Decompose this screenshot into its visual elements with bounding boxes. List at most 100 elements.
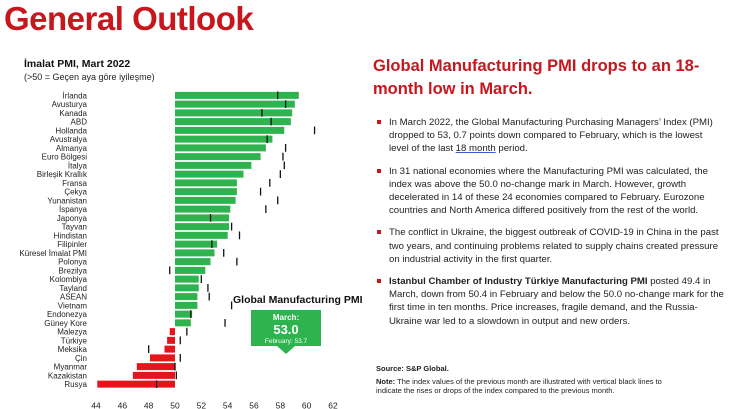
bar	[175, 214, 229, 222]
x-tick-label: 50	[170, 401, 180, 409]
category-label: Endonezya	[47, 310, 88, 319]
note-text: Note: The index values of the previous m…	[376, 377, 666, 395]
category-label: Malezya	[57, 328, 87, 337]
bar	[175, 301, 198, 309]
x-tick-label: 52	[197, 401, 207, 409]
bullet-text: The conflict in Ukraine, the biggest out…	[389, 227, 719, 265]
x-tick-label: 60	[302, 401, 312, 409]
x-tick-label: 54	[223, 401, 233, 409]
category-label: İtalya	[68, 161, 88, 170]
category-label: Çin	[75, 354, 87, 363]
category-label: Kazakistan	[48, 371, 87, 380]
global-pmi-callout: March: 53.0 February: 53.7	[251, 310, 321, 354]
category-label: ASEAN	[60, 293, 87, 302]
category-label: Yunanistan	[47, 196, 87, 205]
bar	[136, 363, 175, 371]
bar	[175, 109, 293, 117]
category-label: Rusya	[64, 380, 87, 389]
callout-month: March:	[273, 313, 299, 322]
bar	[149, 354, 175, 362]
category-label: Çekya	[64, 188, 87, 197]
category-label: Almanya	[56, 144, 88, 153]
note-body: The index values of the previous month a…	[376, 377, 662, 395]
bullet-bold: Istanbul Chamber of Industry Türkiye Man…	[389, 276, 648, 288]
category-label: Avusturya	[52, 100, 88, 109]
x-tick-label: 48	[144, 401, 154, 409]
x-tick-label: 44	[91, 401, 101, 409]
bullet-list: In March 2022, the Global Manufacturing …	[376, 116, 724, 337]
bar	[175, 188, 237, 196]
bar	[175, 118, 291, 126]
category-label: Myanmar	[54, 363, 88, 372]
bar	[175, 179, 237, 187]
category-label: Küresel İmalat PMI	[19, 249, 87, 258]
bar	[175, 161, 252, 169]
category-label: Brezilya	[59, 266, 88, 275]
pmi-bar-chart: İrlandaAvusturyaKanadaABDHollandaAvustra…	[19, 91, 338, 409]
bar	[175, 144, 266, 152]
category-label: Hindistan	[54, 231, 87, 240]
bullet-item: In March 2022, the Global Manufacturing …	[376, 116, 724, 156]
category-label: Türkiye	[61, 336, 88, 345]
bar	[175, 153, 261, 161]
bar	[175, 258, 211, 266]
category-label: İspanya	[59, 205, 88, 214]
category-label: Fransa	[62, 179, 87, 188]
category-label: Güney Kore	[44, 319, 87, 328]
category-label: Avustralya	[50, 135, 88, 144]
bar	[175, 240, 218, 248]
chart-subtitle: (>50 = Geçen aya göre iyileşme)	[24, 72, 155, 82]
chart-title: İmalat PMI, Mart 2022	[24, 58, 131, 70]
category-label: Tayvan	[62, 223, 87, 232]
bar	[175, 249, 215, 257]
bar	[175, 205, 231, 213]
callout-value: 53.0	[273, 322, 298, 337]
bar	[175, 319, 191, 327]
bullet-link: 18 month	[455, 143, 496, 155]
bullet-text: In 31 national economies where the Manuf…	[389, 165, 708, 217]
category-label: Birleşik Krallık	[37, 170, 88, 179]
bar	[175, 275, 199, 283]
x-tick-label: 62	[328, 401, 338, 409]
page-title: General Outlook	[4, 0, 254, 37]
bar	[175, 91, 299, 99]
bar	[175, 231, 228, 239]
category-label: İrlanda	[63, 91, 88, 100]
category-label: Japonya	[57, 214, 88, 223]
bar	[175, 100, 295, 108]
bullet-item: Istanbul Chamber of Industry Türkiye Man…	[376, 275, 724, 328]
bar	[175, 126, 285, 134]
bar	[175, 293, 198, 301]
bar	[132, 371, 175, 379]
bullet-item: In 31 national economies where the Manuf…	[376, 165, 724, 218]
source-text: Source: S&P Global.	[376, 364, 449, 373]
bar	[175, 170, 244, 178]
bar	[175, 310, 193, 318]
category-label: Filipinler	[57, 240, 87, 249]
bar	[164, 345, 175, 353]
bar	[175, 284, 199, 292]
bullet-text: posted 49.4 in March, down from 50.4 in …	[389, 276, 724, 327]
category-label: Kolombiya	[50, 275, 88, 284]
category-label: Kanada	[59, 109, 87, 118]
category-label: Polonya	[58, 258, 87, 267]
category-label: Vietnam	[58, 301, 88, 310]
bar	[169, 328, 175, 336]
bar	[175, 223, 229, 231]
bar	[175, 196, 236, 204]
bar	[175, 135, 273, 143]
x-tick-label: 58	[276, 401, 286, 409]
category-label: Euro Bölgesi	[42, 153, 88, 162]
category-label: Hollanda	[55, 126, 87, 135]
bar	[97, 380, 175, 388]
category-label: Tayland	[59, 284, 87, 293]
bullet-text-end: period.	[495, 143, 528, 155]
bar	[175, 266, 206, 274]
bar	[167, 336, 175, 344]
bullet-item: The conflict in Ukraine, the biggest out…	[376, 226, 724, 266]
bullet-text: In March 2022, the Global Manufacturing …	[389, 117, 713, 155]
x-tick-label: 56	[249, 401, 259, 409]
note-label: Note:	[376, 377, 396, 386]
x-tick-label: 46	[118, 401, 128, 409]
category-label: Meksika	[58, 345, 88, 354]
